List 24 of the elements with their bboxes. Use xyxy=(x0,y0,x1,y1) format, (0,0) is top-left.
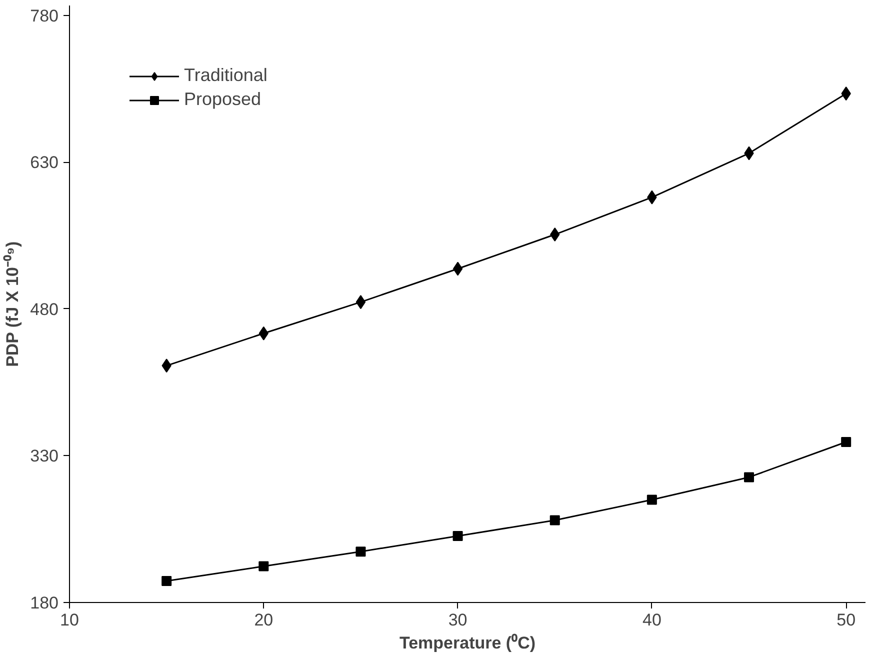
y-tick-label: 180 xyxy=(30,594,59,612)
point xyxy=(550,515,560,526)
point xyxy=(452,530,463,541)
x-tick-label: 10 xyxy=(60,610,79,630)
point xyxy=(258,561,269,572)
y-tick-label: 480 xyxy=(30,300,59,319)
point xyxy=(841,436,852,447)
y-axis-title: PDP (fJ X 10⁻⁰⁹) xyxy=(3,241,22,367)
x-tick-label: 50 xyxy=(836,610,856,630)
point xyxy=(356,295,366,310)
y-tick-label: 630 xyxy=(30,153,59,172)
x-tick-label: 30 xyxy=(448,610,468,630)
x-tick-label: 40 xyxy=(642,610,662,630)
x-axis-title: Temperature (⁰C) xyxy=(399,634,536,652)
y-tick-label: 780 xyxy=(30,6,59,26)
point xyxy=(744,472,754,482)
legend-label: Proposed xyxy=(184,89,262,110)
point xyxy=(646,494,657,505)
y-tick-label: 330 xyxy=(30,446,59,466)
x-tick-label: 20 xyxy=(254,610,274,630)
point xyxy=(356,546,366,557)
point xyxy=(162,576,172,586)
legend-label: Traditional xyxy=(184,65,268,86)
point xyxy=(452,262,463,276)
